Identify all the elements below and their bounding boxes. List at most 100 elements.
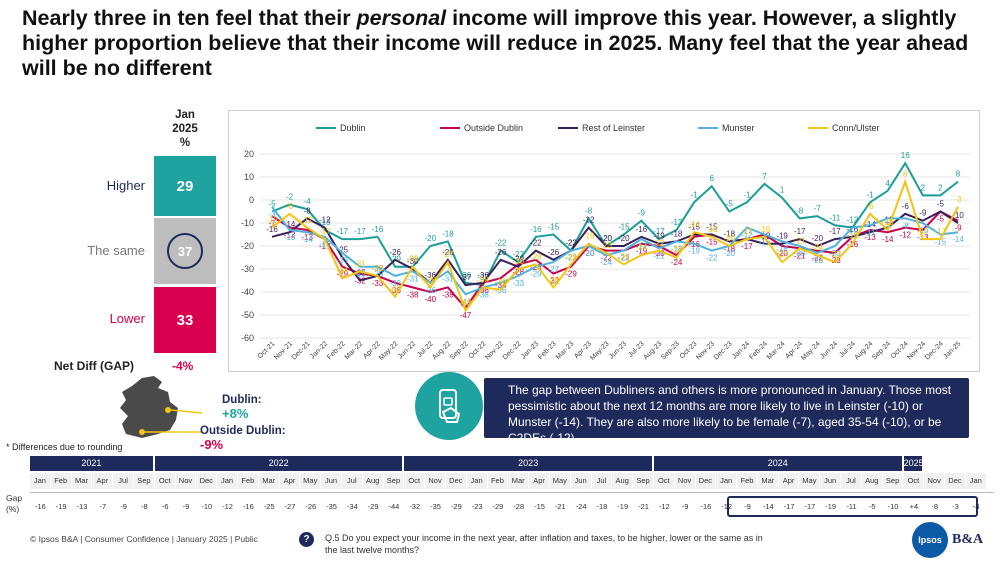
data-label: -15 (618, 223, 630, 232)
insight-callout: The gap between Dubliners and others is … (484, 378, 969, 445)
gap-cell: -13 (76, 502, 88, 511)
month-cell: Sep (133, 473, 155, 489)
data-label: -20 (600, 234, 612, 243)
year-2021: 2021 (30, 456, 155, 471)
data-label: -37 (477, 273, 489, 282)
data-label: -23 (812, 256, 824, 265)
data-label: -17 (935, 227, 947, 236)
month-cell: Jan (466, 473, 488, 489)
month-cell: Jul (341, 473, 363, 489)
gap-table-months: Jan Feb Mar Apr Jul Sep Oct Nov Dec Jan Feb Mar Apr M… (30, 473, 987, 489)
data-label: -38 (407, 290, 419, 299)
y-tick-label: -50 (241, 310, 254, 320)
month-cell: May (549, 473, 571, 489)
gap-cell: -32 (409, 502, 421, 511)
gap-cell: -18 (596, 502, 608, 511)
gap-cell: -35 (326, 502, 337, 511)
data-label: -16 (706, 225, 718, 234)
data-label: -18 (671, 229, 683, 238)
data-label: -22 (565, 254, 577, 263)
month-cell: Sep (633, 473, 654, 489)
data-label: -2 (286, 193, 294, 202)
data-label: -8 (585, 206, 593, 215)
month-cell: Feb (237, 473, 259, 489)
data-label: -5 (726, 200, 734, 209)
data-label: -26 (442, 248, 454, 257)
data-label: -36 (425, 271, 437, 280)
data-label: -20 (724, 234, 736, 243)
data-label: -6 (902, 202, 910, 211)
data-label: -24 (636, 243, 648, 252)
month-cell: Jan (965, 473, 987, 489)
data-label: -13 (319, 218, 331, 227)
month-cell: Mar (508, 473, 530, 489)
gap-cell: -24 (575, 502, 587, 511)
gap-cell: -16 (242, 502, 254, 511)
data-label: -29 (565, 270, 577, 279)
data-label: -6 (286, 202, 294, 211)
data-label: -26 (548, 248, 560, 257)
gap-cell: -26 (305, 502, 317, 511)
data-label: -5 (937, 200, 945, 209)
month-cell: Oct (903, 473, 925, 489)
gap-cell: -27 (284, 502, 296, 511)
legend-entry: Outside Dublin (464, 123, 523, 133)
month-cell: Mar (757, 473, 779, 489)
data-label: -17 (741, 227, 753, 236)
data-label: -12 (319, 216, 331, 225)
gap-cell: +4 (909, 502, 919, 511)
month-cell: Apr (529, 473, 550, 489)
month-cell: Feb (737, 473, 758, 489)
gap-cell: -7 (99, 502, 107, 511)
data-label: -34 (495, 281, 507, 290)
data-label: -16 (266, 225, 278, 234)
data-label: -13 (882, 218, 894, 227)
month-cell: Nov (425, 473, 446, 489)
data-label: -17 (829, 227, 841, 236)
ba-logo: B&A (952, 532, 984, 547)
data-label: -22 (495, 239, 507, 248)
gap-cell: -12 (721, 502, 733, 511)
data-label: -36 (389, 286, 401, 295)
month-cell: Dec (445, 473, 467, 489)
data-label: -33 (372, 279, 384, 288)
gap-cell: -17 (804, 502, 816, 511)
data-label: -32 (548, 277, 560, 286)
gap-cell: -11 (846, 502, 857, 511)
data-label: -28 (512, 267, 524, 276)
data-label: -15 (688, 223, 700, 232)
data-label: -7 (268, 219, 276, 228)
data-label: -15 (548, 223, 560, 232)
gap-cell: -21 (554, 502, 566, 511)
data-label: 2 (938, 183, 943, 192)
month-cell: Jun (820, 473, 842, 489)
month-cell: Apr (92, 473, 114, 489)
data-label: -17 (354, 227, 366, 236)
data-label: -31 (407, 274, 419, 283)
data-label: -36 (477, 271, 489, 280)
month-cell: Feb (50, 473, 72, 489)
data-label: -34 (337, 266, 349, 275)
kpi-label-same: The same (87, 243, 145, 258)
net-diff-label: Net Diff (GAP) (54, 359, 134, 373)
data-label: -29 (512, 255, 524, 264)
data-label: -10 (917, 226, 929, 235)
data-label: -25 (671, 246, 683, 255)
gap-cell: -9 (182, 502, 190, 511)
y-tick-label: 10 (244, 172, 254, 182)
gap-cell: -29 (450, 502, 462, 511)
data-label: 1 (780, 186, 785, 195)
data-label: -26 (495, 248, 507, 257)
data-label: -15 (706, 223, 718, 232)
data-label: -11 (829, 213, 841, 222)
month-cell: Nov (924, 473, 946, 489)
month-cell: Sep (882, 473, 904, 489)
month-cell: Jul (841, 473, 862, 489)
gap-cell: -16 (700, 502, 712, 511)
month-cell: Dec (196, 473, 218, 489)
month-cell: Mar (258, 473, 280, 489)
data-label: -19 (636, 247, 648, 256)
data-label: -15 (759, 238, 771, 247)
kpi-label-higher: Higher (106, 178, 145, 193)
gap-cell: -23 (471, 502, 483, 511)
